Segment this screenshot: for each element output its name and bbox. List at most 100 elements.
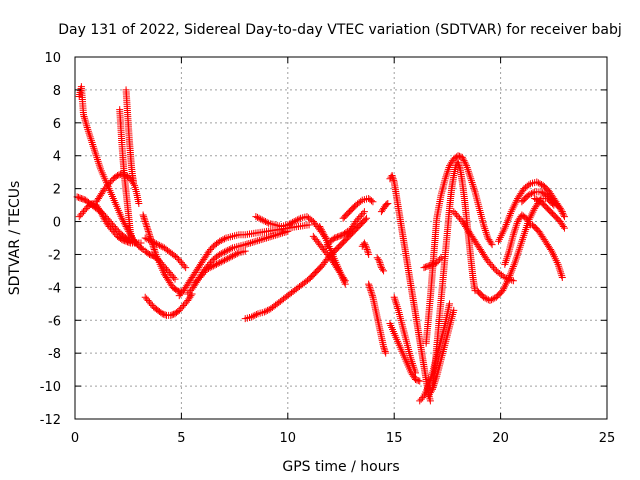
data-point (266, 233, 274, 241)
data-point (282, 228, 290, 236)
data-point (150, 246, 158, 254)
data-point (461, 158, 469, 166)
data-point (437, 254, 445, 262)
data-point (78, 209, 86, 217)
data-point (559, 222, 567, 230)
data-point (220, 256, 228, 264)
data-point (142, 219, 150, 227)
data-point (540, 190, 548, 198)
y-tick-label: -6 (48, 314, 61, 329)
data-point (332, 233, 340, 241)
data-point (241, 241, 249, 249)
data-point (145, 298, 153, 306)
data-point (176, 257, 184, 265)
data-point (154, 241, 162, 249)
data-point (333, 233, 341, 241)
data-point (151, 239, 159, 247)
data-point (460, 157, 468, 165)
data-point (105, 222, 113, 230)
data-point (481, 294, 489, 302)
data-point (368, 292, 376, 300)
data-point (167, 270, 175, 278)
data-point (144, 236, 152, 244)
data-point (248, 313, 256, 321)
data-point (251, 311, 259, 319)
data-point (249, 312, 257, 320)
data-point (287, 219, 295, 227)
data-point (454, 213, 462, 221)
data-point (381, 348, 389, 356)
data-point (322, 242, 330, 250)
y-axis-label: SDTVAR / TECUs (7, 181, 23, 296)
data-point (458, 153, 466, 161)
data-point (219, 249, 227, 257)
data-point (421, 263, 429, 271)
data-point (284, 227, 292, 235)
data-point (355, 214, 363, 222)
data-point (420, 264, 428, 272)
data-point (292, 217, 300, 225)
data-point (507, 210, 515, 217)
data-track (316, 222, 349, 288)
data-point (224, 246, 232, 254)
data-point (161, 311, 169, 319)
data-track (116, 106, 136, 244)
data-point (196, 273, 204, 281)
data-point (509, 277, 517, 285)
data-point (171, 275, 179, 283)
data-point (203, 265, 211, 273)
data-point (430, 260, 438, 268)
axis-ticks: 0 5 10 15 20 25 -12 -10 -8 -6 -4 -2 0 2 4 6 8 10 (40, 51, 616, 446)
y-tick-label: 10 (44, 51, 61, 66)
data-point (390, 176, 398, 184)
data-point (211, 261, 219, 269)
data-point (411, 376, 419, 384)
data-track (518, 188, 568, 221)
data-point (144, 297, 152, 305)
data-point (227, 245, 235, 253)
data-track (429, 158, 479, 392)
data-point (360, 208, 368, 216)
data-point (261, 235, 269, 243)
data-point (158, 260, 166, 268)
data-point (216, 250, 224, 258)
data-point (247, 239, 255, 247)
data-track (122, 86, 138, 186)
data-point (380, 267, 388, 275)
data-point (429, 260, 436, 268)
data-point (197, 272, 205, 280)
plot-area-border (74, 56, 608, 420)
y-tick-label: -4 (48, 281, 61, 296)
data-point (525, 219, 533, 227)
data-point (128, 236, 136, 244)
data-point (143, 224, 151, 232)
data-point (121, 237, 129, 245)
data-track (141, 290, 196, 319)
data-point (363, 214, 371, 222)
data-point (205, 264, 213, 272)
data-point (155, 257, 163, 265)
data-track (190, 247, 249, 288)
data-point (436, 255, 444, 263)
data-point (277, 230, 285, 238)
data-track (373, 254, 388, 275)
data-point (361, 241, 369, 249)
data-point (504, 215, 512, 223)
data-point (173, 254, 181, 262)
data-point (252, 237, 260, 245)
data-point (257, 236, 265, 244)
data-point (368, 197, 375, 205)
x-tick-label: 10 (280, 431, 297, 446)
data-track (141, 234, 190, 272)
data-point (278, 229, 286, 237)
data-point (77, 195, 85, 203)
data-point (488, 296, 496, 304)
data-point (290, 218, 298, 226)
data-point (98, 211, 106, 219)
data-point (163, 265, 170, 273)
data-series (73, 83, 568, 405)
data-point (364, 249, 372, 257)
y-tick-label: 4 (53, 150, 61, 165)
data-point (289, 218, 297, 226)
data-point (241, 247, 249, 255)
